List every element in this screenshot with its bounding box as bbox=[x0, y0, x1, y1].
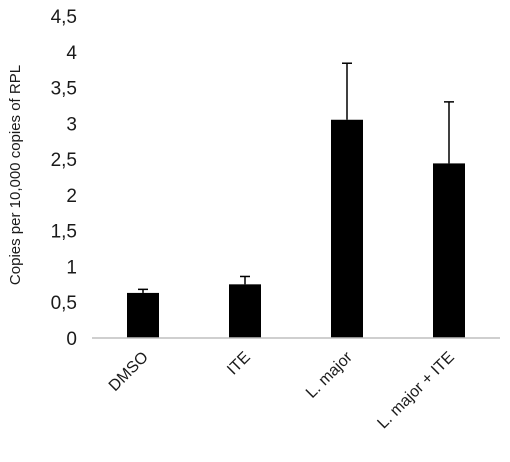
x-tick-label: L. major bbox=[303, 348, 356, 401]
y-tick-label: 4,5 bbox=[51, 7, 77, 28]
y-tick-label: 3 bbox=[66, 114, 77, 135]
y-axis-title: Copies per 10,000 copies of RPL bbox=[7, 65, 24, 285]
y-tick-label: 4 bbox=[66, 43, 77, 64]
y-tick-label: 1,5 bbox=[51, 222, 77, 243]
x-tick-label: L. major + ITE bbox=[374, 349, 457, 432]
y-tick-label: 2,5 bbox=[51, 150, 77, 171]
error-bar bbox=[240, 275, 250, 285]
x-tick-label: ITE bbox=[224, 349, 254, 379]
bar bbox=[127, 292, 159, 338]
y-tick-label: 3,5 bbox=[51, 79, 77, 100]
y-tick-label: 2 bbox=[66, 186, 77, 207]
bar bbox=[229, 284, 261, 338]
error-bar bbox=[444, 101, 454, 164]
x-tick-label: DMSO bbox=[106, 349, 152, 395]
y-tick-labels: 0 0,5 1 1,5 2 2,5 3 3,5 4 4,5 bbox=[51, 7, 78, 350]
bar bbox=[331, 119, 363, 338]
y-tick-label: 1 bbox=[66, 257, 77, 278]
bar bbox=[433, 163, 465, 338]
y-tick-label: 0,5 bbox=[51, 293, 77, 314]
bars bbox=[127, 119, 465, 338]
error-bars bbox=[138, 62, 454, 293]
error-bar bbox=[342, 62, 352, 120]
y-tick-label: 0 bbox=[66, 329, 77, 350]
x-tick-labels: DMSO ITE L. major L. major + ITE bbox=[106, 348, 458, 432]
error-bar bbox=[138, 288, 148, 293]
